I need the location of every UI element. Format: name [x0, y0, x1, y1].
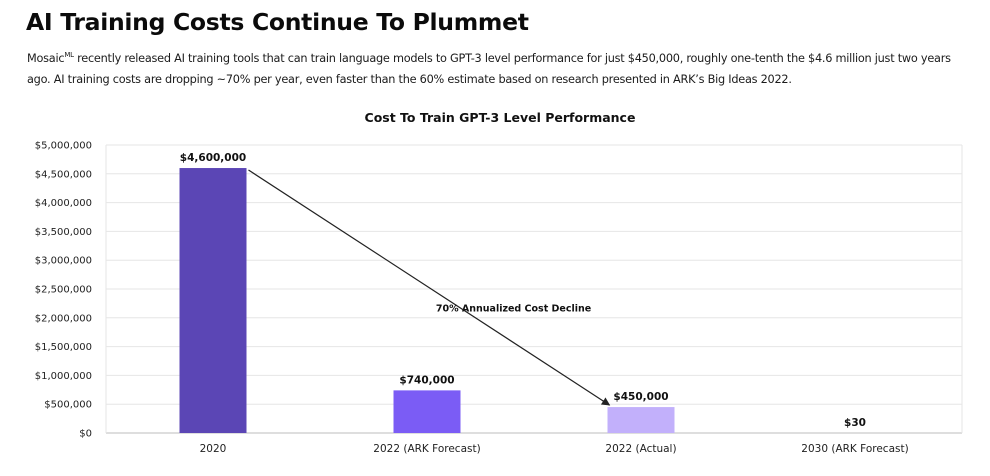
x-tick-label: 2030 (ARK Forecast) — [801, 443, 908, 455]
data-label: $4,600,000 — [180, 152, 246, 164]
intro-brand: Mosaic — [27, 52, 65, 65]
y-tick-label: $5,000,000 — [35, 141, 92, 152]
cost-chart: Cost To Train GPT-3 Level Performance $0… — [35, 110, 963, 455]
y-tick-label: $4,000,000 — [35, 198, 92, 209]
data-label: $450,000 — [613, 391, 668, 403]
data-labels: $4,600,000 $740,000 $450,000 $30 — [180, 152, 866, 429]
x-axis: 2020 2022 (ARK Forecast) 2022 (Actual) 2030… — [200, 443, 909, 455]
y-axis: $0 $500,000 $1,000,000 $1,500,000 $2,000,000… — [35, 141, 92, 440]
intro-brand-superscript: ML — [64, 51, 74, 59]
y-tick-label: $1,000,000 — [35, 371, 92, 382]
y-tick-label: $500,000 — [44, 400, 92, 411]
bar — [607, 407, 675, 433]
y-tick-label: $0 — [79, 429, 92, 440]
y-tick-label: $1,500,000 — [35, 342, 92, 353]
y-tick-label: $3,500,000 — [35, 227, 92, 238]
chart-gridlines — [105, 144, 963, 434]
intro-body: recently released AI training tools that… — [27, 52, 951, 86]
y-tick-label: $3,000,000 — [35, 256, 92, 267]
x-tick-label: 2022 (Actual) — [605, 443, 676, 455]
y-tick-label: $4,500,000 — [35, 169, 92, 180]
trend-annotation-label: 70% Annualized Cost Decline — [436, 303, 591, 314]
chart-title: Cost To Train GPT-3 Level Performance — [365, 110, 636, 125]
y-tick-label: $2,000,000 — [35, 313, 92, 324]
trend-arrow — [248, 169, 611, 406]
page-title: AI Training Costs Continue To Plummet — [26, 8, 529, 36]
trend-annotation: 70% Annualized Cost Decline — [248, 169, 611, 406]
y-tick-label: $2,500,000 — [35, 285, 92, 296]
x-tick-label: 2020 — [200, 443, 227, 455]
bar — [393, 390, 461, 433]
intro-paragraph: MosaicML recently released AI training t… — [27, 48, 975, 90]
x-tick-label: 2022 (ARK Forecast) — [373, 443, 480, 455]
bar-series — [179, 168, 889, 433]
data-label: $740,000 — [399, 374, 454, 386]
data-label: $30 — [844, 417, 866, 429]
bar — [179, 168, 247, 433]
